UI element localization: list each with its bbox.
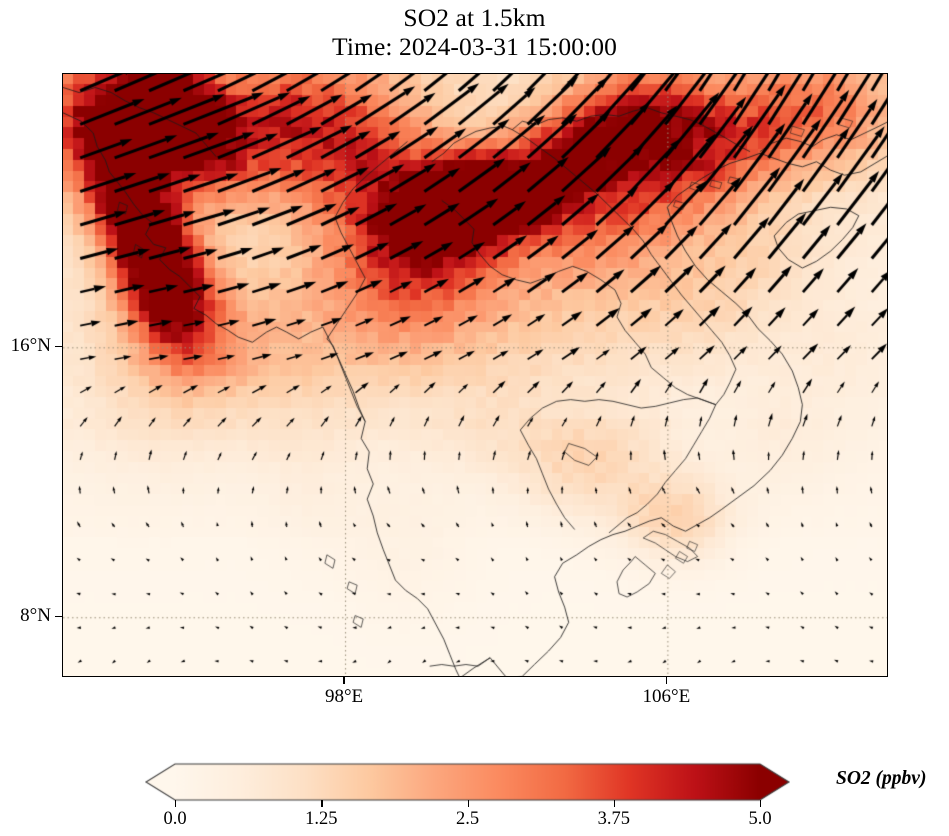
- xtick-label-106E: 106°E: [642, 686, 691, 707]
- colorbar-tick-mark: [467, 800, 469, 807]
- map-plot-area: [62, 73, 888, 677]
- title-line-variable: SO2 at 1.5km: [403, 3, 546, 32]
- colorbar-label: SO2 (ppbv): [836, 768, 927, 789]
- colorbar-tick-mark: [175, 800, 177, 807]
- colorbar-gradient: [145, 760, 790, 804]
- colorbar-tick-label: 3.75: [597, 809, 630, 829]
- ytick-mark: [55, 345, 62, 347]
- title-line-time: Time: 2024-03-31 15:00:00: [332, 31, 617, 61]
- xtick-label-98E: 98°E: [324, 686, 364, 707]
- colorbar-tick-label: 2.5: [455, 809, 480, 829]
- figure-title: SO2 at 1.5km Time: 2024-03-31 15:00:00: [0, 3, 949, 61]
- colorbar: [145, 760, 790, 804]
- ytick-label-8N: 8°N: [20, 605, 51, 627]
- colorbar-tick-mark: [760, 800, 762, 807]
- colorbar-tick-mark: [613, 800, 616, 807]
- xtick-mark: [665, 677, 668, 684]
- colorbar-tick-mark: [321, 800, 323, 807]
- so2-heatmap-with-wind-vectors: [63, 74, 887, 676]
- ytick-mark: [55, 615, 62, 617]
- colorbar-tick-label: 0.0: [163, 809, 187, 829]
- xtick-mark: [343, 677, 345, 684]
- ytick-label-16N: 16°N: [10, 335, 51, 357]
- colorbar-tick-label: 5.0: [748, 809, 772, 829]
- colorbar-tick-label: 1.25: [305, 809, 338, 829]
